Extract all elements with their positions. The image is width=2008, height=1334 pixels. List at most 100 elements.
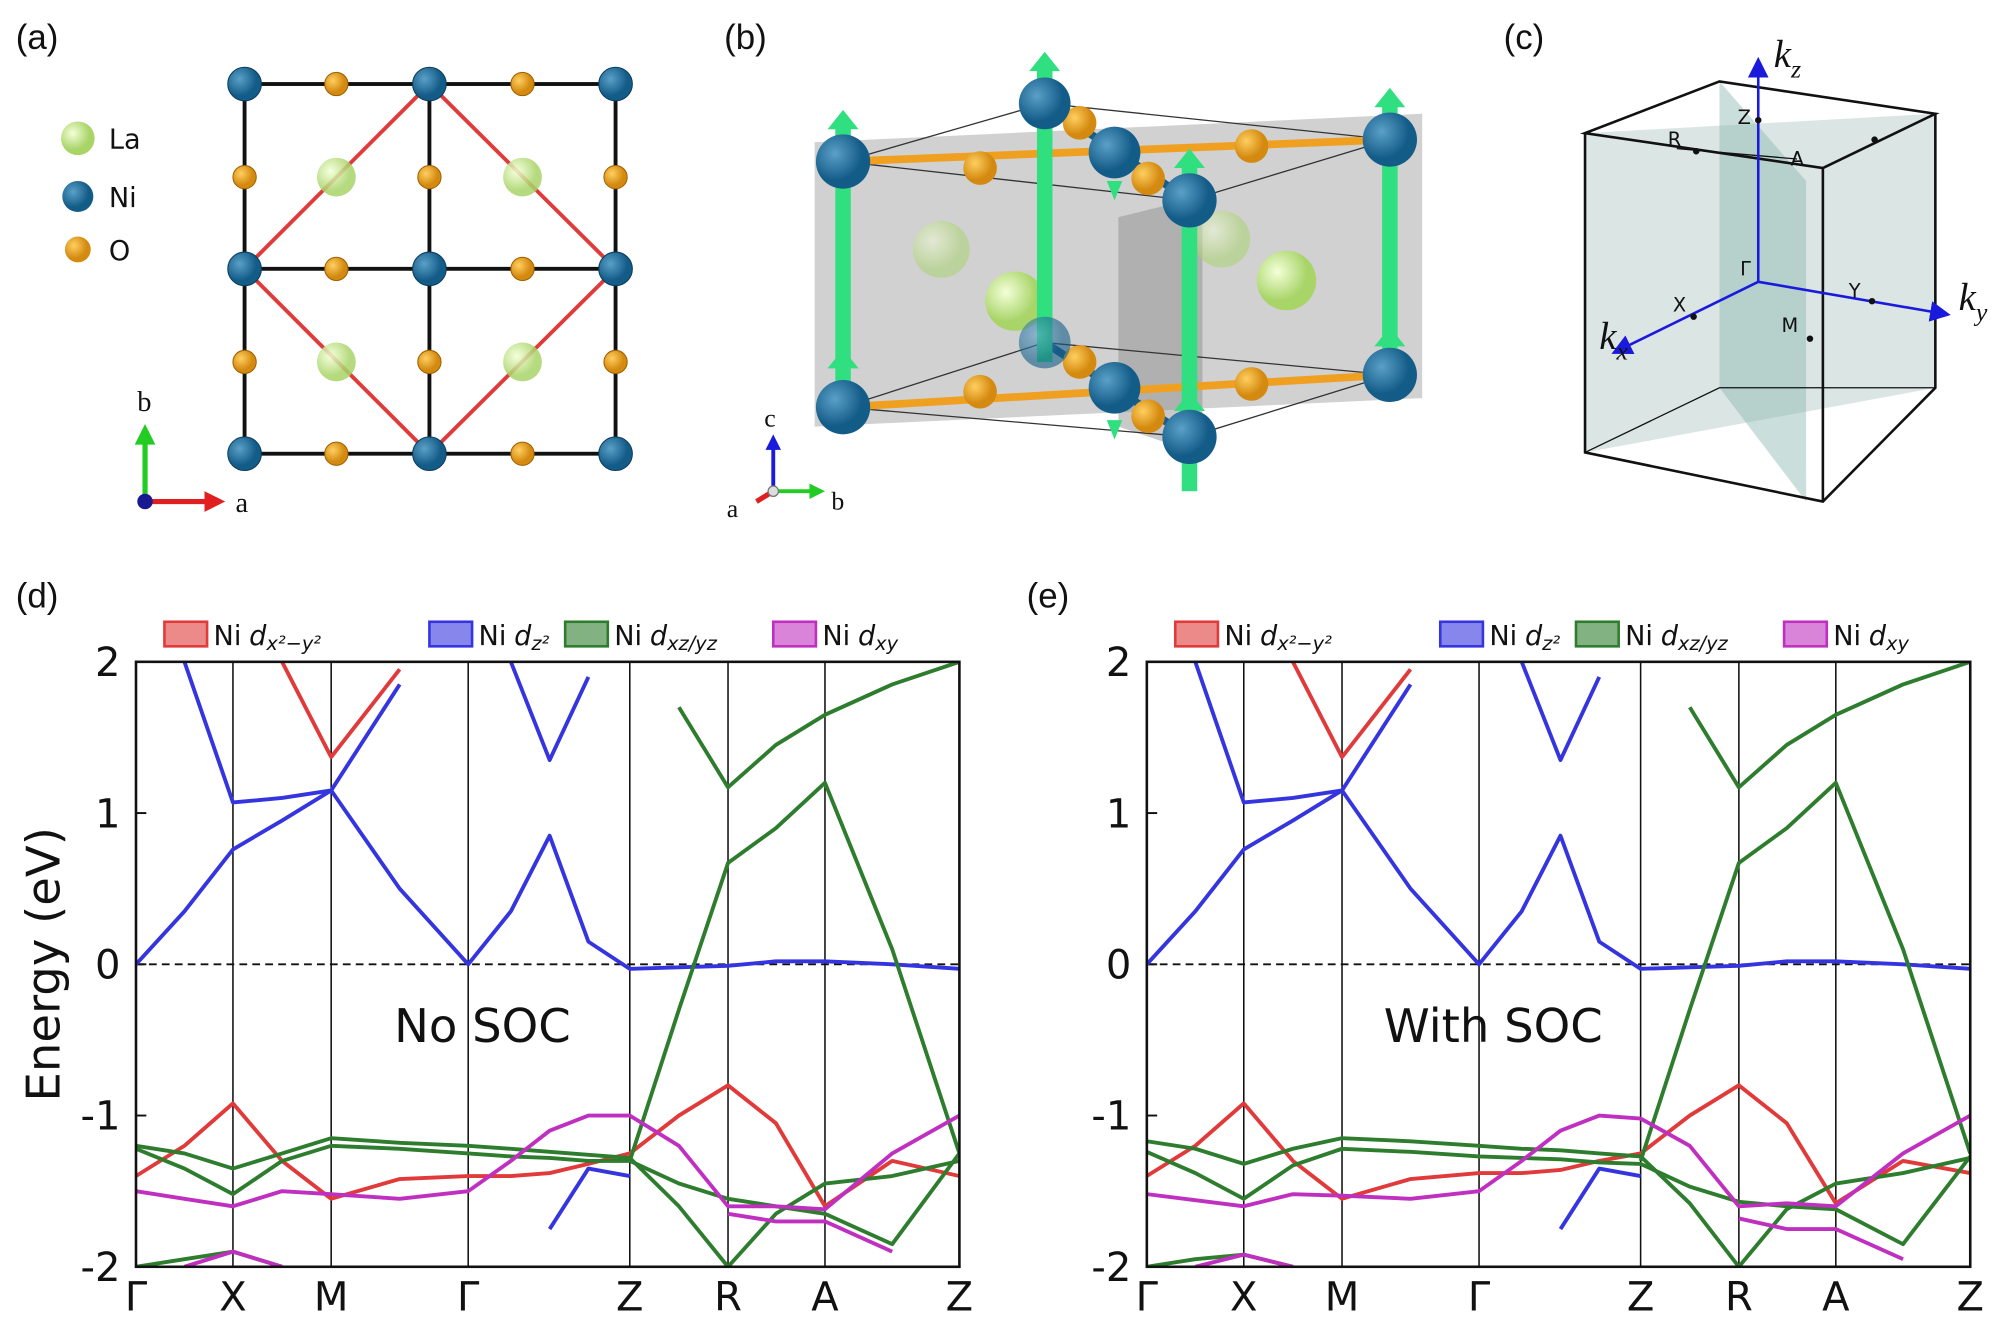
band	[1291, 661, 1413, 760]
legend-symbol: d	[650, 621, 668, 652]
axis-label: a	[236, 488, 249, 519]
atom-legend-part	[62, 180, 94, 212]
band	[1638, 780, 1971, 1162]
o-atoms-part	[1234, 129, 1269, 163]
legend-label: La	[109, 125, 141, 156]
axes-triad-part	[134, 423, 156, 445]
o-atoms-part	[324, 256, 349, 282]
o-atoms-part	[1062, 345, 1097, 379]
la-atoms-part	[912, 221, 970, 278]
legend-orbital: xz/yz	[666, 632, 718, 655]
x-tick-label: A	[811, 1275, 839, 1321]
o-atoms-part	[1131, 399, 1165, 434]
legend-name: Ni	[614, 621, 642, 652]
ni-atoms-part	[1018, 316, 1071, 369]
band	[1558, 1166, 1641, 1231]
legend-orbital: x²−y²	[265, 632, 321, 655]
legend-swatch	[771, 620, 818, 648]
band	[135, 1113, 960, 1212]
ni-atoms-part	[227, 436, 262, 472]
legend-swatch	[1438, 620, 1485, 648]
ni-atoms-part	[412, 251, 447, 287]
band	[627, 780, 960, 1162]
x-tick-label: Z	[946, 1275, 973, 1321]
band	[1519, 661, 1602, 763]
annotation: With SOC	[1384, 999, 1603, 1053]
axis-label: ky	[1959, 276, 1988, 326]
o-atoms-part	[510, 71, 535, 97]
legend-symbol: d	[514, 621, 532, 652]
o-atoms-part	[963, 374, 997, 409]
y-tick-label: -1	[81, 1094, 121, 1140]
ni-atoms-part	[1362, 347, 1417, 403]
band	[1146, 1113, 1971, 1209]
k-point-label: X	[1673, 294, 1686, 317]
legend-swatch	[1173, 620, 1220, 648]
ni-atoms-part	[1018, 77, 1071, 130]
legend-name: Ni	[1489, 621, 1517, 652]
k-points-part	[1868, 297, 1876, 305]
x-tick-label: Z	[1627, 1275, 1654, 1321]
band	[1146, 1136, 1971, 1267]
x-tick-label: Z	[616, 1275, 643, 1321]
axes-triad-part	[137, 493, 153, 510]
legend-swatch	[1782, 620, 1829, 648]
axes-triad: b a	[134, 387, 249, 519]
la-atoms-part	[316, 342, 356, 382]
o-atoms-part	[603, 349, 628, 375]
y-tick-label: 2	[1106, 640, 1132, 686]
band	[280, 661, 402, 760]
y-tick-label: -2	[81, 1245, 121, 1291]
band	[1194, 1216, 1904, 1267]
ni-atoms-part	[598, 66, 633, 102]
axis-subscript: z	[1790, 55, 1801, 84]
ni-atoms-part	[1362, 112, 1417, 167]
o-atoms-part	[963, 151, 997, 185]
o-atoms-part	[324, 441, 349, 466]
band	[677, 661, 960, 790]
o-atoms-part	[324, 71, 349, 97]
x-tick-label: Γ	[1136, 1275, 1159, 1321]
k-points	[1690, 116, 1878, 342]
band	[135, 1083, 960, 1209]
axis-label: c	[764, 404, 775, 433]
panel-label: (a)	[16, 18, 59, 57]
atom-legend-part	[61, 121, 95, 156]
bz-edges-part	[1584, 387, 1936, 454]
la-atoms-part	[1256, 250, 1317, 311]
legend-symbol: d	[1260, 621, 1278, 652]
band	[1146, 1083, 1971, 1206]
axis-symbol: k	[1599, 315, 1617, 358]
la-atoms-part	[316, 157, 356, 197]
atom-legend: La Ni O	[61, 121, 141, 267]
k-points-part	[1692, 148, 1700, 155]
la-atoms-part	[503, 157, 542, 197]
ni-atoms-part	[412, 436, 447, 472]
legend-label: Ni dxy	[822, 621, 898, 655]
bz-planes	[1585, 81, 1936, 502]
ni-atoms-part	[412, 66, 447, 102]
annotation: No SOC	[394, 999, 571, 1053]
spin-arrows-part	[835, 122, 851, 421]
ni-atoms	[227, 66, 633, 472]
band	[135, 788, 960, 971]
bz-edges	[1579, 80, 1940, 503]
axis-label: a	[727, 494, 739, 523]
k-point-label: A	[1791, 147, 1805, 170]
o-atoms-part	[510, 256, 535, 282]
o-atoms-part	[1234, 367, 1269, 401]
k-point-labels: Z R A Γ X Y M	[1668, 106, 1861, 337]
panel-label: (c)	[1504, 18, 1545, 57]
legend-name: Ni	[1224, 621, 1252, 652]
k-point-label: Z	[1738, 106, 1751, 129]
axis-label: kz	[1774, 33, 1801, 83]
x-tick-label: M	[1325, 1275, 1360, 1321]
la-atoms	[912, 210, 1317, 331]
ni-atoms-part	[1162, 173, 1217, 228]
spin-arrows-part	[1382, 100, 1398, 399]
band	[182, 661, 402, 805]
x-tick-label: A	[1822, 1275, 1850, 1321]
axis-label: b	[137, 387, 151, 418]
